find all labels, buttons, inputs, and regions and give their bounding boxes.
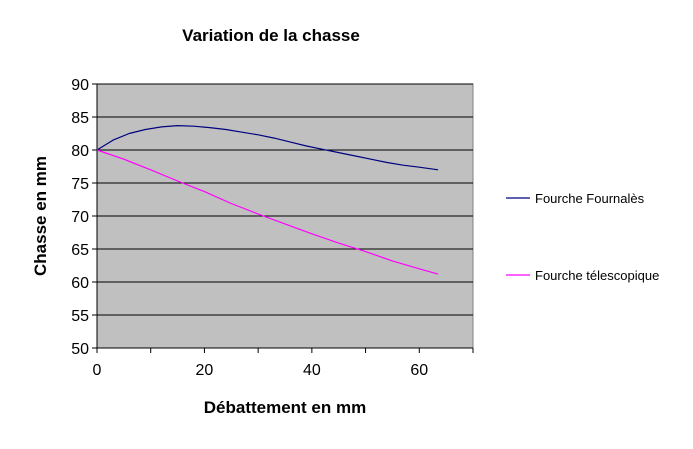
series-line-2 xyxy=(96,149,439,275)
legend-label-2: Fourche télescopique xyxy=(535,268,659,283)
gridlines xyxy=(97,83,473,316)
x-tick-label: 60 xyxy=(410,362,428,379)
legend-label-1: Fourche Fournalès xyxy=(535,191,645,206)
chart-title: Variation de la chasse xyxy=(182,26,360,45)
x-tick-label: 0 xyxy=(93,362,102,379)
tick-labels: 50 55 60 65 70 75 80 85 90 0 20 40 60 xyxy=(71,77,428,379)
x-axis-title: Débattement en mm xyxy=(204,398,366,417)
y-tick-label: 75 xyxy=(71,176,89,193)
y-tick-label: 65 xyxy=(71,242,89,259)
x-tick-label: 40 xyxy=(303,362,321,379)
axes xyxy=(92,83,474,353)
series-lines xyxy=(96,124,439,275)
y-tick-label: 55 xyxy=(71,308,89,325)
y-tick-label: 50 xyxy=(71,341,89,358)
series-line-1 xyxy=(96,124,439,171)
legend: Fourche Fournalès Fourche télescopique xyxy=(506,191,659,283)
y-tick-label: 80 xyxy=(71,143,89,160)
y-tick-label: 70 xyxy=(71,209,89,226)
y-tick-label: 60 xyxy=(71,275,89,292)
y-tick-label: 90 xyxy=(71,77,89,94)
y-tick-label: 85 xyxy=(71,110,89,127)
x-tick-label: 20 xyxy=(196,362,214,379)
y-axis-title: Chasse en mm xyxy=(31,156,50,276)
